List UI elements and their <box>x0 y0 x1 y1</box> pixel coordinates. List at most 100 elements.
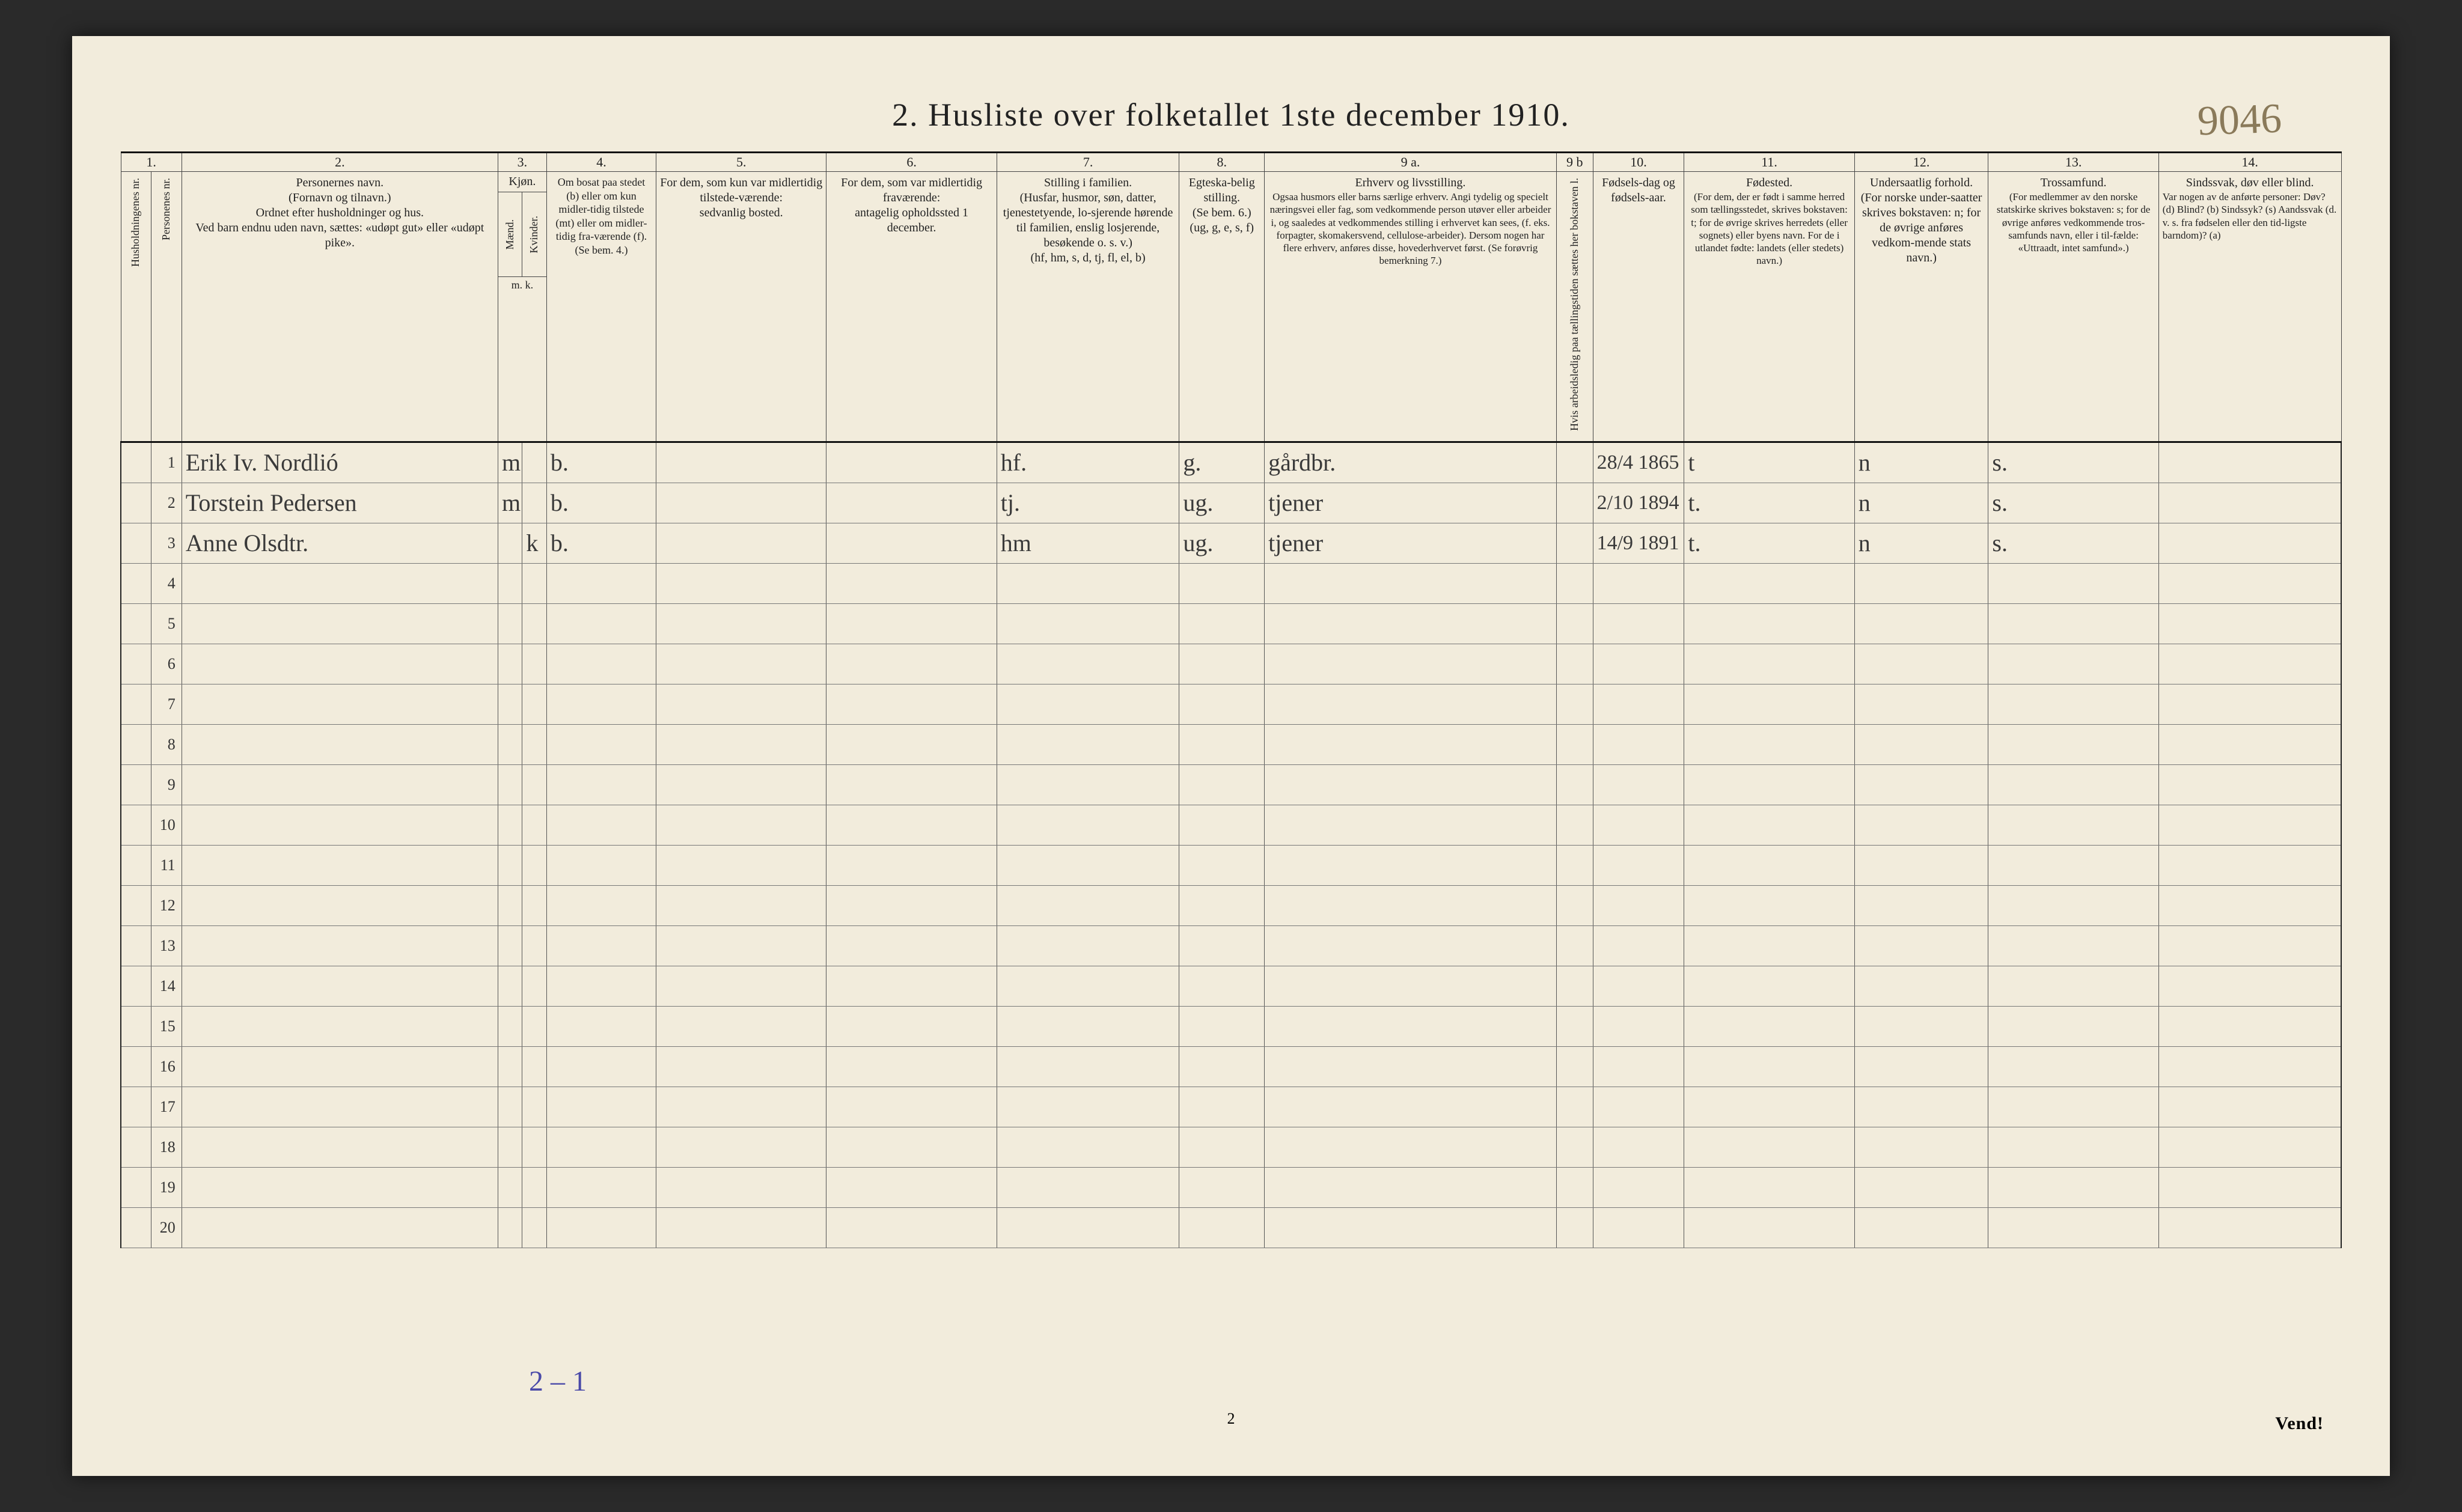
cell-empty <box>1854 764 1988 805</box>
cell-empty <box>826 805 997 845</box>
cell-empty <box>1854 1207 1988 1248</box>
cell-family-pos: hf. <box>997 442 1179 483</box>
cell-empty <box>546 563 656 603</box>
cell-birth: 14/9 1891 <box>1593 523 1684 563</box>
header-household-no: Husholdningenes nr. <box>121 172 151 442</box>
cell-person-no-text: 18 <box>160 1138 176 1156</box>
cell-empty <box>522 724 546 764</box>
cell-empty <box>522 764 546 805</box>
cell-household-no <box>121 805 151 845</box>
header-household-no-label: Husholdningenes nr. <box>130 175 142 269</box>
cell-empty <box>1593 1167 1684 1207</box>
header-sex-mk: m. k. <box>498 276 546 293</box>
cell-empty <box>826 1127 997 1167</box>
cell-empty <box>1854 845 1988 885</box>
cell-unemployed <box>1556 442 1593 483</box>
cell-birthplace-text: t. <box>1688 489 1700 516</box>
cell-person-no: 17 <box>151 1087 182 1127</box>
cell-occupation: tjener <box>1265 483 1557 523</box>
cell-empty <box>1593 805 1684 845</box>
cell-household-no <box>121 845 151 885</box>
cell-empty <box>1265 563 1557 603</box>
cell-empty <box>997 1167 1179 1207</box>
cell-name: Anne Olsdtr. <box>182 523 498 563</box>
cell-occupation: gårdbr. <box>1265 442 1557 483</box>
cell-empty <box>182 885 498 925</box>
colnum-14: 14. <box>2158 153 2341 172</box>
cell-empty <box>656 644 826 684</box>
cell-empty <box>1265 764 1557 805</box>
cell-empty <box>656 885 826 925</box>
cell-empty <box>997 1207 1179 1248</box>
cell-empty <box>1988 1167 2158 1207</box>
cell-empty <box>546 1167 656 1207</box>
cell-unemployed <box>1556 483 1593 523</box>
cell-marital: g. <box>1179 442 1265 483</box>
cell-person-no-text: 4 <box>168 575 176 592</box>
cell-empty <box>498 885 522 925</box>
cell-empty <box>1854 966 1988 1006</box>
cell-religion: s. <box>1988 442 2158 483</box>
cell-name-text: Erik Iv. Nordlió <box>186 449 338 476</box>
cell-empty <box>1684 724 1854 764</box>
cell-temp-present <box>656 483 826 523</box>
cell-empty <box>826 845 997 885</box>
cell-person-no: 20 <box>151 1207 182 1248</box>
table-row: 20 <box>121 1207 2341 1248</box>
cell-empty <box>1556 1167 1593 1207</box>
cell-empty <box>656 1046 826 1087</box>
header-disability-title: Sindssvak, døv eller blind. <box>2163 175 2338 191</box>
cell-empty <box>2158 603 2341 644</box>
cell-empty <box>498 1167 522 1207</box>
cell-household-no <box>121 724 151 764</box>
header-religion-sub: (For medlemmer av den norske statskirke … <box>1992 191 2154 254</box>
cell-empty <box>656 845 826 885</box>
cell-name-text: Torstein Pedersen <box>186 489 357 516</box>
cell-empty <box>1854 805 1988 845</box>
cell-empty <box>1684 1046 1854 1087</box>
header-sex-male: Mænd. <box>504 217 516 252</box>
cell-marital: ug. <box>1179 523 1265 563</box>
cell-empty <box>182 925 498 966</box>
cell-empty <box>182 1046 498 1087</box>
cell-empty <box>826 966 997 1006</box>
cell-empty <box>2158 1046 2341 1087</box>
cell-person-no: 11 <box>151 845 182 885</box>
cell-person-no-text: 16 <box>160 1058 176 1075</box>
cell-empty <box>522 966 546 1006</box>
cell-person-no-text: 19 <box>160 1178 176 1196</box>
cell-empty <box>1988 1046 2158 1087</box>
cell-nationality: n <box>1854 442 1988 483</box>
cell-person-no-text: 10 <box>160 816 176 834</box>
header-sex-title: Kjøn. <box>498 172 546 192</box>
cell-empty <box>522 644 546 684</box>
cell-empty <box>826 764 997 805</box>
cell-empty <box>1988 805 2158 845</box>
cell-residence: b. <box>546 442 656 483</box>
cell-marital-text: ug. <box>1183 529 1213 556</box>
header-sex: Kjøn. Mænd. Kvinder. m. k. <box>498 172 546 442</box>
cell-empty <box>1556 1207 1593 1248</box>
header-birthplace-title: Fødested. <box>1688 175 1850 191</box>
cell-empty <box>2158 805 2341 845</box>
cell-empty <box>1684 805 1854 845</box>
cell-empty <box>2158 1087 2341 1127</box>
cell-empty <box>546 805 656 845</box>
cell-empty <box>1265 1087 1557 1127</box>
cell-empty <box>1988 925 2158 966</box>
cell-empty <box>1684 603 1854 644</box>
cell-empty <box>1179 845 1265 885</box>
cell-empty <box>1988 1006 2158 1046</box>
cell-empty <box>1179 724 1265 764</box>
cell-person-no-text: 9 <box>168 776 176 793</box>
cell-empty <box>182 764 498 805</box>
cell-empty <box>498 1087 522 1127</box>
cell-person-no-text: 2 <box>168 494 176 511</box>
cell-person-no-text: 11 <box>160 856 176 874</box>
cell-empty <box>997 603 1179 644</box>
cell-empty <box>997 1087 1179 1127</box>
cell-empty <box>826 1006 997 1046</box>
cell-person-no-text: 1 <box>168 454 176 471</box>
cell-empty <box>546 1006 656 1046</box>
cell-residence-text: b. <box>551 529 569 556</box>
